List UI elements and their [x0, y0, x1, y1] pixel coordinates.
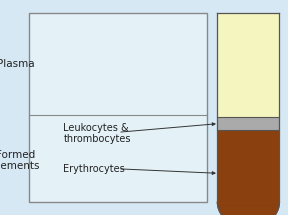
Bar [217, 13, 279, 117]
Text: Erythrocytes: Erythrocytes [63, 164, 125, 174]
Text: Formed
elements: Formed elements [0, 150, 40, 171]
Bar [217, 130, 279, 202]
Text: Plasma: Plasma [0, 59, 35, 69]
Text: Leukocytes &
thrombocytes: Leukocytes & thrombocytes [63, 123, 131, 144]
Bar [29, 13, 207, 202]
Bar [217, 117, 279, 130]
Polygon shape [217, 202, 279, 215]
